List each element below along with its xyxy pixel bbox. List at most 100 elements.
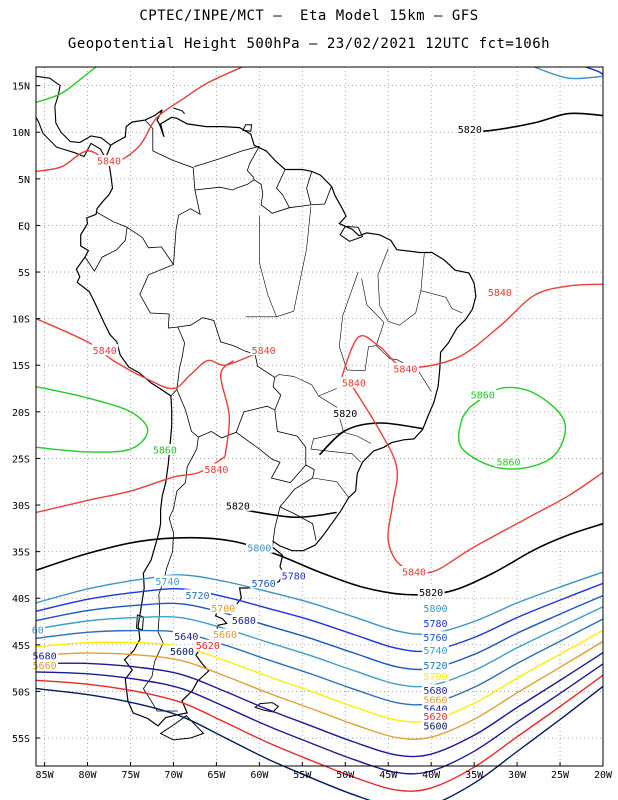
contour-5780-ne (585, 66, 604, 76)
contour-5640 (35, 663, 604, 775)
national-border (276, 169, 290, 208)
lat-tick-label: 5S (18, 268, 30, 279)
graticule (36, 67, 604, 766)
contour-label: 5640 (423, 705, 447, 716)
contour-label: 5860 (496, 458, 520, 469)
contour-label-bg (456, 123, 484, 135)
state-border (377, 248, 425, 326)
contour-label-bg (422, 719, 449, 731)
contour-5840-inland (219, 360, 235, 457)
axis-labels: 15N10N5NEQ5S10S15S20S25S30S35S40S45S50S5… (12, 82, 613, 781)
marajo-island (339, 225, 364, 242)
contour-label: 5660 (33, 661, 57, 672)
contour-label: 5840 (402, 568, 426, 579)
contour-label-bg (172, 630, 200, 642)
contour-label: 5860 (153, 445, 177, 456)
lat-tick-label: 50S (12, 687, 30, 698)
contour-label-bg (486, 286, 514, 298)
state-border (274, 374, 337, 397)
contour-label-bg (91, 344, 119, 356)
contour-label: 5820 (458, 125, 482, 136)
contour-5680 (35, 640, 604, 740)
contour-label-bg (469, 388, 497, 400)
contour-5800-ne (534, 66, 604, 80)
contour-5780 (35, 582, 604, 653)
contour-label-bg (250, 577, 278, 589)
contour-label-bg (168, 645, 196, 657)
national-border (193, 145, 260, 168)
contour-5660 (35, 652, 604, 758)
contour-label: 5700 (423, 672, 447, 683)
state-border (375, 345, 432, 392)
contour-label: 5840 (97, 157, 121, 168)
contour-label: 5840 (393, 364, 417, 375)
contour-labels: 5820 5840 5840 5840 5840 5840 5840 5860 5860 5860… (30, 123, 522, 732)
lat-tick-label: 5N (18, 175, 30, 186)
national-border (253, 179, 332, 214)
lat-tick-label: 10S (12, 315, 30, 326)
contour-label-bg (422, 602, 449, 614)
contour-label-bg (31, 659, 58, 671)
contour-label-bg (95, 155, 123, 167)
map-title: CPTEC/INPE/MCT – Eta Model 15km – GFS (139, 8, 479, 24)
contour-label-bg (245, 541, 273, 553)
contour-label-bg (422, 670, 449, 682)
national-border (194, 146, 260, 191)
contour-label: 5780 (423, 619, 447, 630)
contour-label-bg (230, 614, 258, 626)
contour-label: 5660 (213, 630, 237, 641)
contour-label: 5640 (174, 632, 198, 643)
contour-label-bg (422, 684, 449, 696)
contour-label: 5600 (170, 647, 194, 658)
contour-5860-caribbean (35, 66, 97, 104)
contour-lines (35, 66, 604, 800)
lon-tick-label: 70W (164, 770, 183, 781)
central-america-coast-north (35, 75, 112, 146)
contour-label-bg (250, 344, 278, 356)
contour-label: 5840 (252, 346, 276, 357)
state-border (338, 271, 385, 372)
contour-5820 (35, 522, 604, 596)
national-border (272, 506, 281, 542)
contour-5620 (35, 674, 604, 792)
contour-label-bg (224, 499, 252, 511)
contour-label-bg (211, 628, 239, 640)
map-frame (35, 66, 604, 767)
contour-label-bg (422, 659, 449, 671)
contour-label: 5660 (423, 695, 447, 706)
lat-tick-label: 20S (12, 408, 30, 419)
lon-tick-label: 65W (207, 770, 226, 781)
contour-label-bg (422, 631, 449, 643)
contour-label: 5740 (423, 646, 447, 657)
contour-label-bg (400, 566, 428, 578)
contour-label-bg (280, 569, 308, 581)
contour-label-bg (31, 649, 58, 661)
contour-label-bg (331, 407, 359, 419)
contour-5720 (35, 618, 604, 706)
state-border (276, 206, 312, 318)
coastline-borders (35, 75, 477, 741)
contour-5840-east (340, 283, 604, 380)
contour-label: 5820 (226, 501, 250, 512)
lat-tick-label: 55S (12, 734, 30, 745)
national-border (144, 119, 201, 265)
contour-label-bg (194, 639, 222, 651)
contour-label: 5680 (33, 651, 57, 662)
national-border (176, 317, 282, 439)
contour-5820-mid (237, 508, 337, 519)
contour-label-bg (209, 602, 237, 614)
contour-label: 5680 (423, 686, 447, 697)
contour-label-bg (392, 362, 419, 374)
contour-label-bg (417, 586, 445, 598)
contour-label-bg (422, 617, 449, 629)
contour-label-bg (495, 456, 522, 468)
lon-tick-label: 80W (79, 770, 98, 781)
contour-label: 5800 (423, 604, 447, 615)
lat-tick-label: 45S (12, 641, 30, 652)
contour-label: 5700 (211, 604, 235, 615)
lon-tick-label: 20W (594, 770, 613, 781)
lon-tick-label: 30W (508, 770, 527, 781)
contour-label: 5840 (204, 465, 228, 476)
contour-label-bg (422, 703, 449, 715)
